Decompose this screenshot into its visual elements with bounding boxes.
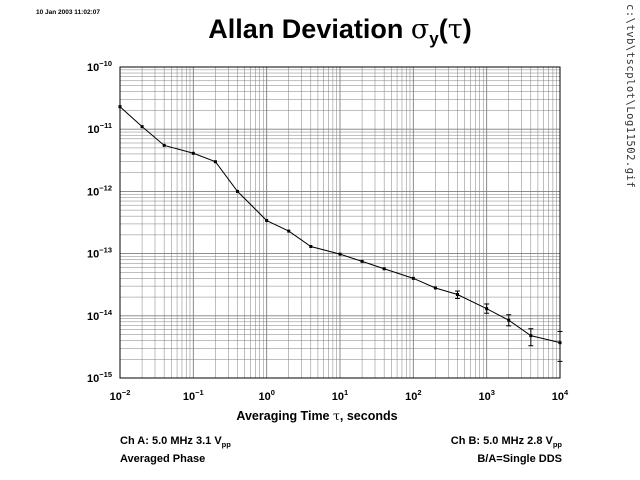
data-point bbox=[309, 245, 313, 249]
x-axis-label-text: Averaging Time bbox=[236, 409, 333, 423]
channel-a-line1: Ch A: 5.0 MHz 3.1 Vpp bbox=[120, 434, 231, 452]
channel-b-settings: Ch B: 5.0 MHz 2.8 V bbox=[450, 435, 553, 447]
y-tick-label: 10−14 bbox=[87, 308, 113, 323]
y-tick-label: 10−12 bbox=[87, 183, 112, 198]
x-axis-label-suffix: , seconds bbox=[339, 409, 398, 423]
chart-title: Allan Deviation σy(τ) bbox=[0, 14, 640, 49]
channel-a-vpp-sub: pp bbox=[221, 440, 231, 449]
channel-b-line2: B/A=Single DDS bbox=[477, 453, 562, 465]
x-tick-label: 101 bbox=[332, 388, 348, 403]
x-tick-label: 10−1 bbox=[183, 388, 204, 403]
y-tick-label: 10−11 bbox=[87, 121, 112, 136]
grid-lines bbox=[119, 67, 560, 379]
data-point bbox=[529, 334, 533, 338]
x-axis-label: Averaging Time τ, seconds bbox=[0, 408, 634, 423]
channel-b-line1: Ch B: 5.0 MHz 2.8 Vpp bbox=[451, 434, 562, 452]
file-path-label: c:\tvb\tscplot\Log11502.gif bbox=[624, 4, 636, 189]
data-point bbox=[338, 252, 342, 256]
x-tick-label: 100 bbox=[258, 388, 274, 403]
title-paren-open: ( bbox=[438, 14, 448, 44]
data-point bbox=[162, 143, 166, 147]
data-point bbox=[235, 189, 239, 193]
data-point bbox=[265, 219, 269, 223]
y-tick-label: 10−13 bbox=[87, 246, 112, 261]
data-point bbox=[118, 105, 122, 109]
title-subscript: y bbox=[429, 29, 439, 48]
channel-a-line2: Averaged Phase bbox=[120, 453, 206, 465]
data-point bbox=[433, 286, 437, 290]
x-tick-labels: 10−2 10−1 100 101 102 103 104 bbox=[110, 388, 569, 403]
channel-b-info: Ch B: 5.0 MHz 2.8 Vpp B/A=Single DDS bbox=[451, 434, 562, 466]
error-bars bbox=[454, 290, 563, 362]
error-bar bbox=[557, 330, 563, 362]
data-point bbox=[411, 276, 415, 280]
title-main: Allan Deviation bbox=[208, 14, 411, 44]
x-tick-label: 102 bbox=[405, 388, 421, 403]
plot-frame bbox=[119, 66, 561, 379]
data-point bbox=[485, 307, 489, 311]
data-point bbox=[455, 293, 459, 297]
channel-b-vpp-sub: pp bbox=[552, 440, 562, 449]
y-tick-label: 10−10 bbox=[87, 59, 112, 74]
data-point bbox=[382, 267, 386, 271]
data-point bbox=[287, 229, 291, 233]
data-points bbox=[118, 105, 562, 345]
data-point bbox=[191, 151, 195, 155]
x-tick-label: 104 bbox=[552, 388, 569, 403]
x-tick-label: 103 bbox=[478, 388, 494, 403]
y-tick-label: 10−15 bbox=[87, 370, 112, 385]
x-tick-label: 10−2 bbox=[110, 388, 131, 403]
data-point bbox=[558, 341, 562, 345]
title-sigma: σ bbox=[410, 14, 430, 45]
data-point bbox=[140, 125, 144, 129]
timestamp: 10 Jan 2003 11:02:07 bbox=[36, 9, 100, 16]
data-point bbox=[213, 160, 217, 164]
data-point bbox=[507, 318, 511, 322]
y-tick-labels: 10−10 10−11 10−12 10−13 10−14 10−15 bbox=[87, 59, 113, 385]
channel-a-settings: Ch A: 5.0 MHz 3.1 V bbox=[120, 435, 222, 447]
x-axis-label-tau: τ bbox=[332, 408, 340, 423]
title-tau: τ bbox=[447, 14, 463, 45]
title-paren-close: ) bbox=[462, 14, 472, 44]
channel-a-info: Ch A: 5.0 MHz 3.1 Vpp Averaged Phase bbox=[120, 434, 231, 466]
error-bar bbox=[528, 328, 534, 347]
data-point bbox=[360, 259, 364, 263]
